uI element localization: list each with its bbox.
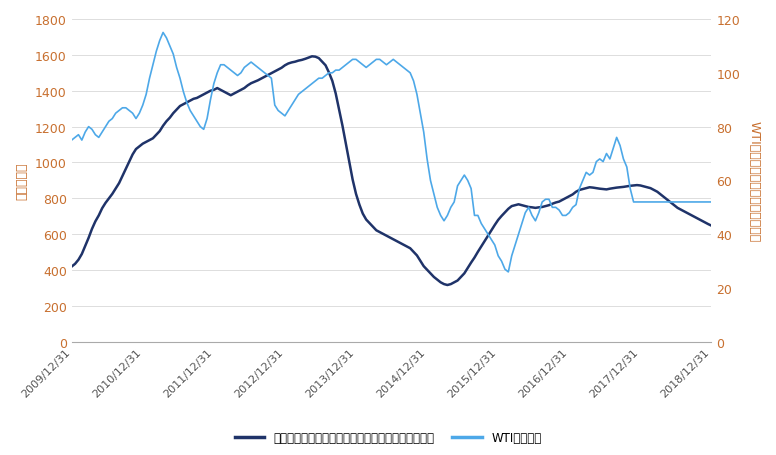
Legend: ベイカー・ヒューズ発表の稼働ロータリー式リグ数, WTI原油価格: ベイカー・ヒューズ発表の稼働ロータリー式リグ数, WTI原油価格 — [230, 427, 546, 449]
Y-axis label: WTI原油価格（米ドル／バレル）: WTI原油価格（米ドル／バレル） — [748, 121, 761, 242]
Y-axis label: 稼働リグ数: 稼働リグ数 — [15, 162, 28, 200]
